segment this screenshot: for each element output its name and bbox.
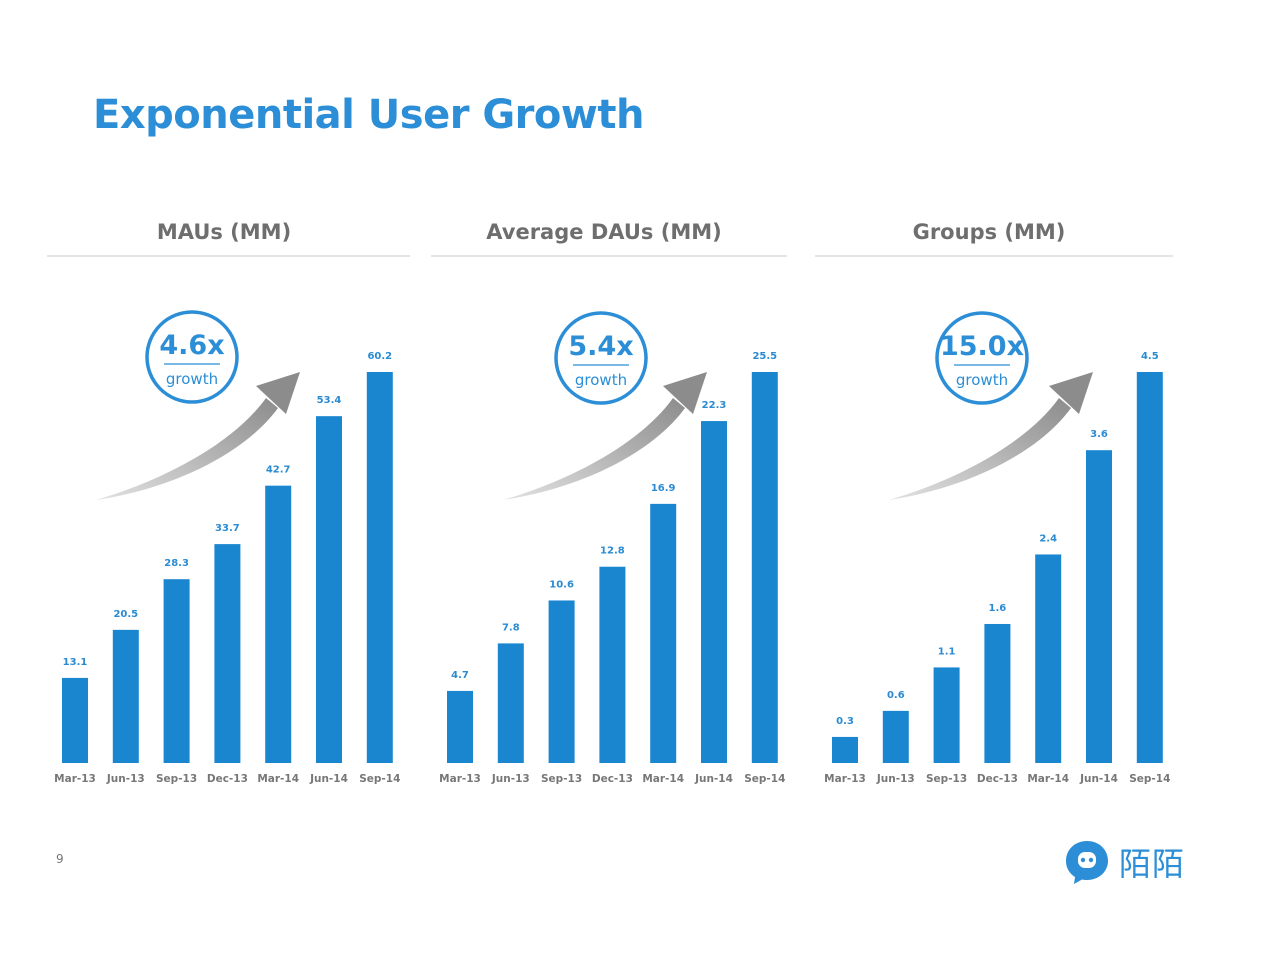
x-tick-label: Jun-13 <box>491 773 530 785</box>
x-tick-label: Dec-13 <box>977 773 1018 785</box>
bar <box>316 416 342 763</box>
bar-value-label: 16.9 <box>651 483 676 494</box>
bar-value-label: 20.5 <box>113 609 138 620</box>
bar <box>447 690 473 763</box>
x-tick-label: Sep-13 <box>541 773 582 785</box>
growth-arrow-icon <box>96 372 300 500</box>
bar <box>497 643 524 763</box>
bar-value-label: 13.1 <box>63 657 88 668</box>
growth-label: growth <box>575 371 627 389</box>
bar-value-label: 53.4 <box>317 395 342 406</box>
bar <box>1136 372 1163 763</box>
bar-value-label: 4.7 <box>451 670 469 681</box>
bar <box>984 623 1011 763</box>
page-title: Exponential User Growth <box>93 92 644 138</box>
growth-label: growth <box>166 370 218 388</box>
bar <box>163 579 190 763</box>
growth-label: growth <box>956 371 1008 389</box>
chart-title: MAUs (MM) <box>157 220 291 244</box>
bar-value-label: 10.6 <box>549 579 574 590</box>
page-number: 9 <box>56 852 64 866</box>
chart-1: MAUs (MM) 13.1 Mar-13 20.5 Jun-13 28.3 Sep-13 3… <box>47 220 410 785</box>
bar-value-label: 2.4 <box>1039 533 1057 544</box>
bar-value-label: 1.6 <box>989 603 1007 614</box>
x-tick-label: Mar-14 <box>1027 773 1069 785</box>
bar <box>548 600 575 763</box>
bar <box>933 667 960 763</box>
growth-value: 15.0x <box>940 331 1024 362</box>
bar <box>599 566 626 763</box>
x-tick-label: Mar-14 <box>257 773 299 785</box>
bar <box>832 736 858 763</box>
bar-value-label: 33.7 <box>215 523 240 534</box>
x-tick-label: Jun-14 <box>309 773 348 785</box>
x-tick-label: Sep-14 <box>359 773 400 785</box>
x-tick-label: Jun-14 <box>1079 773 1118 785</box>
bar <box>112 629 139 763</box>
chart-3: Groups (MM) 0.3 Mar-13 0.6 Jun-13 1.1 Sep-13 1.… <box>815 220 1173 785</box>
bar <box>701 421 727 763</box>
x-tick-label: Mar-13 <box>54 773 96 785</box>
bar-value-label: 25.5 <box>752 351 777 362</box>
growth-badge: 4.6x growth <box>145 310 239 404</box>
x-tick-label: Dec-13 <box>592 773 633 785</box>
chart-2: Average DAUs (MM) 4.7 Mar-13 7.8 Jun-13 10.6 S… <box>431 220 787 785</box>
bar-value-label: 3.6 <box>1090 429 1108 440</box>
growth-arrow-icon <box>889 372 1093 500</box>
x-tick-label: Mar-13 <box>824 773 866 785</box>
bar-value-label: 22.3 <box>702 400 727 411</box>
chart-title: Groups (MM) <box>913 220 1066 244</box>
chart-title: Average DAUs (MM) <box>486 220 721 244</box>
bar <box>366 372 393 763</box>
bar <box>265 485 292 763</box>
growth-badge: 5.4x growth <box>554 311 648 405</box>
bar-value-label: 0.3 <box>836 716 854 727</box>
logo: 陌陌 <box>1063 838 1185 886</box>
bar <box>62 677 88 763</box>
x-tick-label: Sep-13 <box>926 773 967 785</box>
growth-value: 5.4x <box>568 331 633 362</box>
x-tick-label: Jun-13 <box>106 773 145 785</box>
bar <box>214 544 241 763</box>
bar <box>751 372 778 763</box>
bar <box>1035 554 1062 763</box>
growth-badge: 15.0x growth <box>935 311 1029 405</box>
x-tick-label: Jun-14 <box>694 773 733 785</box>
x-tick-label: Jun-13 <box>876 773 915 785</box>
bar-value-label: 60.2 <box>367 351 392 362</box>
x-tick-label: Mar-13 <box>439 773 481 785</box>
bar-value-label: 0.6 <box>887 690 905 701</box>
x-tick-label: Sep-14 <box>1129 773 1170 785</box>
bar <box>882 710 909 763</box>
bar-value-label: 4.5 <box>1141 351 1159 362</box>
bar-value-label: 12.8 <box>600 546 625 557</box>
bar-value-label: 42.7 <box>266 465 291 476</box>
x-tick-label: Mar-14 <box>642 773 684 785</box>
x-tick-label: Sep-14 <box>744 773 785 785</box>
bar-value-label: 7.8 <box>502 622 520 633</box>
momo-chat-bubble-icon <box>1066 841 1108 884</box>
bar-value-label: 1.1 <box>938 646 956 657</box>
bar <box>1086 450 1112 763</box>
x-tick-label: Sep-13 <box>156 773 197 785</box>
bar-value-label: 28.3 <box>164 558 189 569</box>
bar <box>650 503 677 763</box>
growth-arrow-icon <box>503 372 707 500</box>
logo-text: 陌陌 <box>1119 845 1186 883</box>
growth-value: 4.6x <box>159 330 224 361</box>
x-tick-label: Dec-13 <box>207 773 248 785</box>
